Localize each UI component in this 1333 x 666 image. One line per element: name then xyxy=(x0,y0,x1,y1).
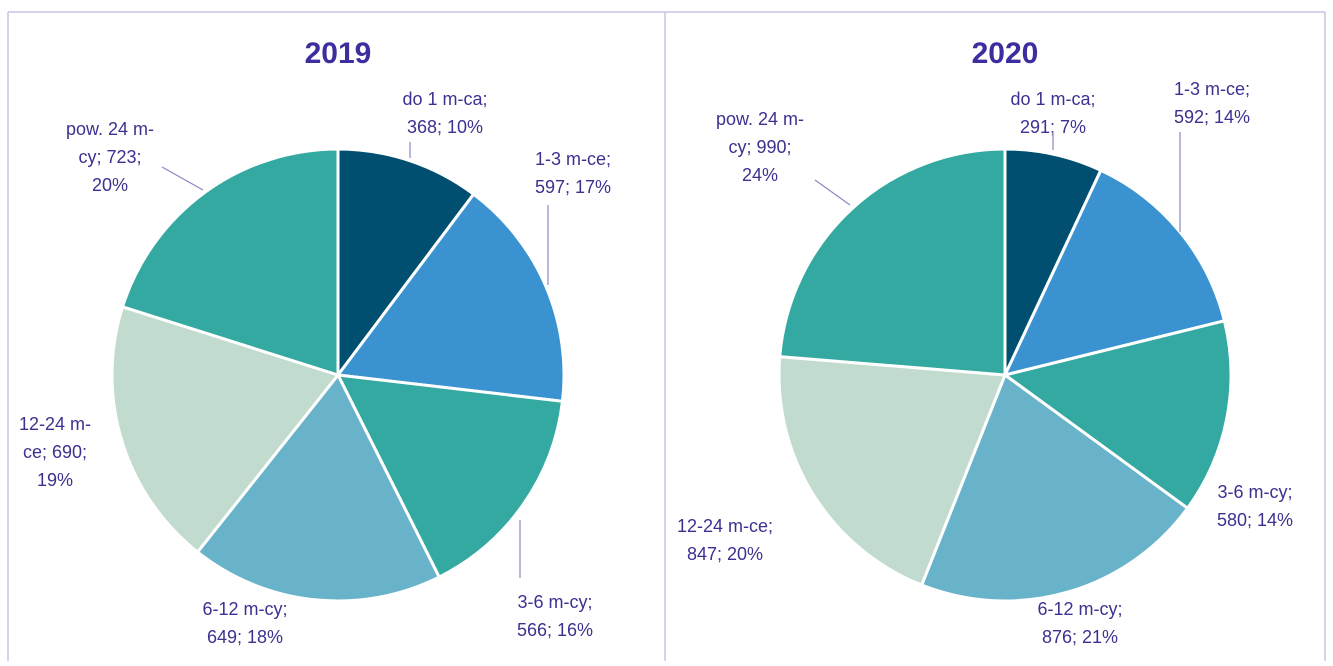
pie-slice xyxy=(120,147,340,378)
chart-title: 2019 xyxy=(305,37,372,70)
pie-slice xyxy=(336,147,476,380)
data-label: pow. 24 m- xyxy=(716,109,804,129)
data-label: 291; 7% xyxy=(1020,117,1086,137)
pie-slice xyxy=(110,304,341,555)
data-label: 3-6 m-cy; xyxy=(517,592,592,612)
data-label: 1-3 m-ce; xyxy=(535,149,611,169)
data-label: 20% xyxy=(92,175,128,195)
data-label: 566; 16% xyxy=(517,620,593,640)
data-label: 649; 18% xyxy=(207,627,283,647)
data-label: 12-24 m- xyxy=(19,414,91,434)
data-label: 1-3 m-ce; xyxy=(1174,79,1250,99)
pie-slice xyxy=(778,147,1007,377)
data-label: 597; 17% xyxy=(535,177,611,197)
pie-slice xyxy=(195,372,442,603)
data-label: cy; 723; xyxy=(78,147,141,167)
data-label: pow. 24 m- xyxy=(66,119,154,139)
data-label: 12-24 m-ce; xyxy=(677,516,773,536)
data-label: 592; 14% xyxy=(1174,107,1250,127)
data-label: 3-6 m-cy; xyxy=(1217,482,1292,502)
data-label: 580; 14% xyxy=(1217,510,1293,530)
pie-slice xyxy=(335,192,566,403)
data-label: 876; 21% xyxy=(1042,627,1118,647)
data-label: 6-12 m-cy; xyxy=(1037,599,1122,619)
data-label: 6-12 m-cy; xyxy=(202,599,287,619)
pie-slice xyxy=(335,373,565,580)
leader-line xyxy=(814,179,851,206)
data-label: do 1 m-ca; xyxy=(402,89,487,109)
data-label: 19% xyxy=(37,470,73,490)
data-label: 368; 10% xyxy=(407,117,483,137)
chart-title: 2020 xyxy=(972,37,1039,70)
data-label: 847; 20% xyxy=(687,544,763,564)
data-label: 24% xyxy=(742,165,778,185)
pie-slice xyxy=(919,372,1190,603)
data-label: ce; 690; xyxy=(23,442,87,462)
data-label: do 1 m-ca; xyxy=(1010,89,1095,109)
data-label: cy; 990; xyxy=(728,137,791,157)
leader-line xyxy=(161,166,204,191)
pie-slice xyxy=(1001,318,1233,511)
pie-slice xyxy=(777,355,1008,588)
